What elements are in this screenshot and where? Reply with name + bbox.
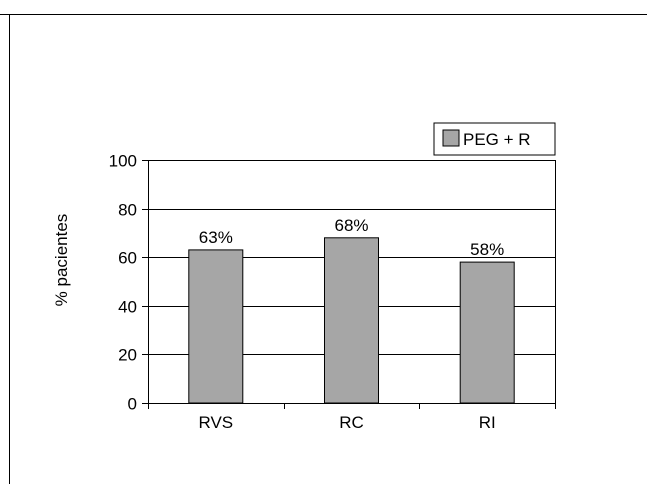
y-tick-label: 20	[118, 346, 137, 365]
y-tick-label: 80	[118, 201, 137, 220]
bar-rvs	[188, 249, 244, 404]
y-tick-label: 60	[118, 249, 137, 268]
y-tick-label: 0	[128, 395, 137, 414]
data-label-rc: 68%	[334, 216, 368, 235]
legend: PEG + R	[433, 122, 556, 156]
y-tick-label: 40	[118, 298, 137, 317]
bar-rc	[324, 237, 379, 404]
legend-swatch	[442, 129, 460, 147]
data-labels: 63% 68% 58%	[199, 216, 504, 259]
y-tick-label: 100	[109, 152, 137, 171]
data-label-rvs: 63%	[199, 228, 233, 247]
x-tick-label-rvs: RVS	[198, 413, 233, 432]
bars	[188, 237, 515, 404]
x-tick-label-rc: RC	[339, 413, 364, 432]
legend-label: PEG + R	[463, 130, 531, 149]
bar-ri	[459, 261, 515, 404]
x-tick-label-ri: RI	[479, 413, 496, 432]
axes	[142, 160, 556, 409]
x-tick-labels: RVS RC RI	[198, 413, 495, 432]
y-tick-labels: 0 20 40 60 80 100	[109, 152, 137, 414]
data-label-ri: 58%	[470, 240, 504, 259]
y-axis-label: % pacientes	[52, 214, 71, 307]
